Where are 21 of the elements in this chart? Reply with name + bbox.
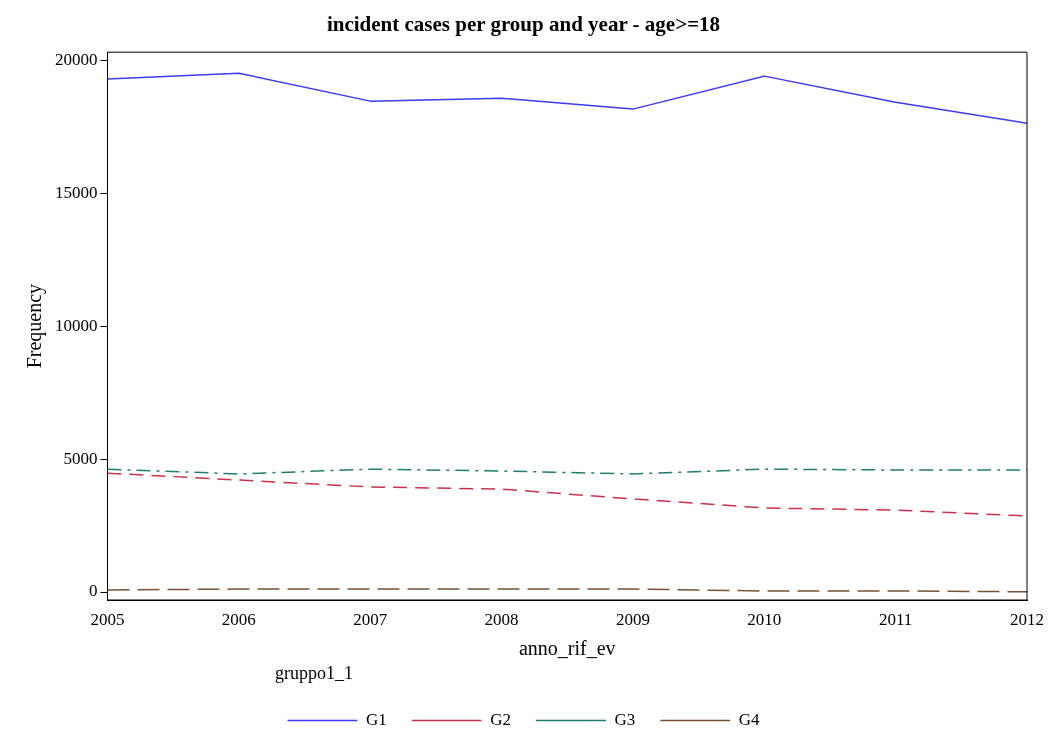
y-tick-label: 5000: [63, 448, 98, 468]
x-tick-label: 2012: [1010, 609, 1044, 629]
y-tick-label: 15000: [55, 182, 98, 202]
legend-title: gruppo1_1: [274, 663, 353, 684]
legend-label: G4: [738, 709, 761, 729]
x-tick-label: 2009: [615, 609, 650, 629]
y-tick-label: 20000: [55, 49, 98, 69]
x-tick-label: 2005: [90, 609, 125, 629]
y-axis-title: Frequency: [23, 283, 47, 369]
x-tick-label: 2006: [221, 609, 256, 629]
legend-label: G1: [365, 709, 387, 729]
y-tick-label: 10000: [55, 315, 98, 335]
legend-label: G2: [490, 709, 511, 729]
x-axis-title: anno_rif_ev: [518, 636, 616, 659]
x-tick-label: 2007: [353, 609, 388, 629]
chart-title: incident cases per group and year - age>=18: [326, 12, 721, 37]
legend-label: G3: [614, 709, 636, 729]
x-tick-label: 2008: [484, 609, 519, 629]
x-tick-label: 2011: [878, 609, 913, 629]
y-tick-label: 0: [89, 581, 98, 601]
x-tick-label: 2010: [747, 609, 782, 629]
